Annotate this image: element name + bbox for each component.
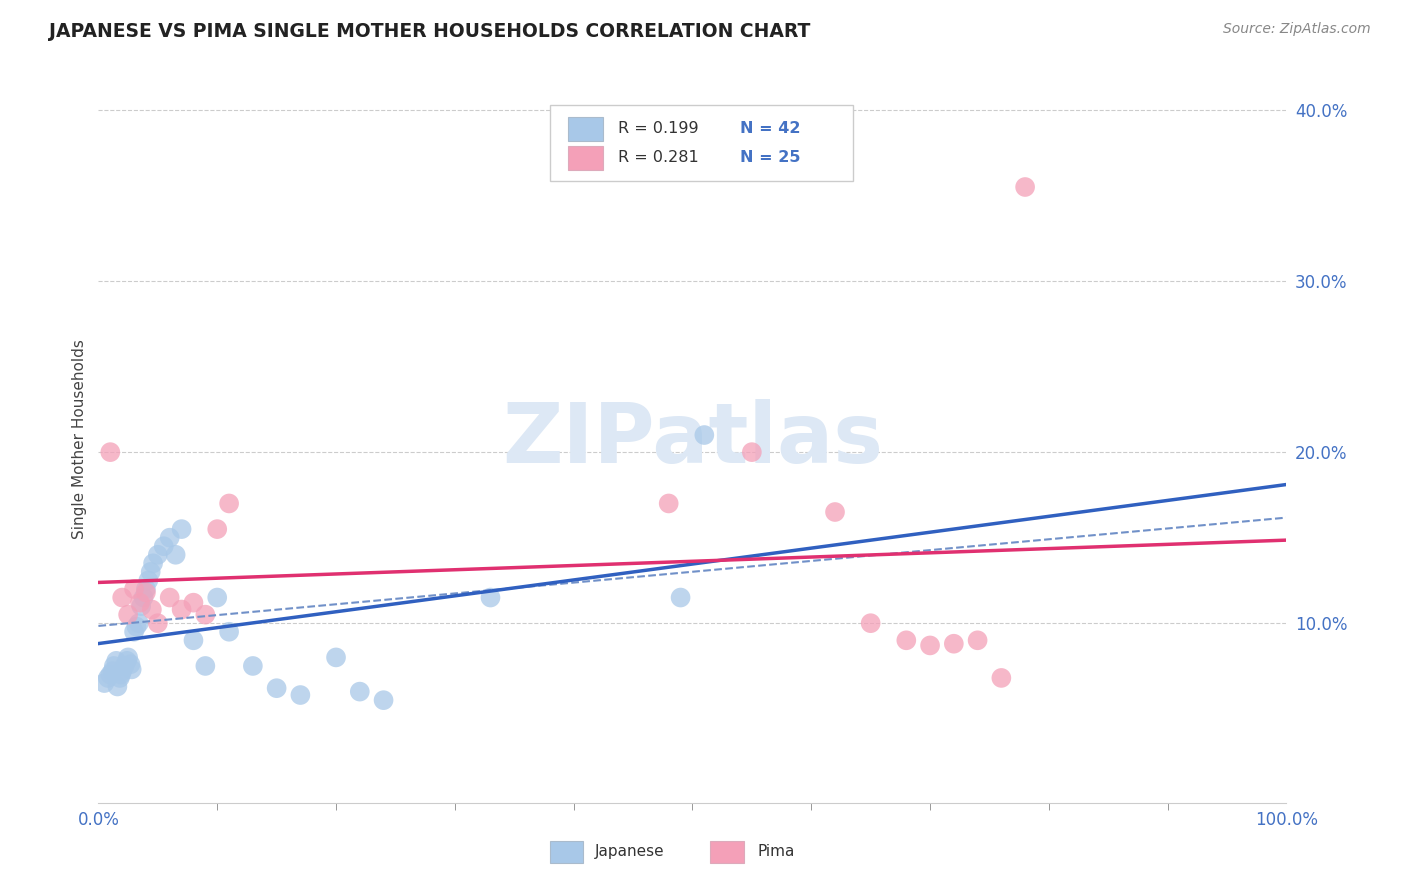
FancyBboxPatch shape [710, 841, 744, 863]
Point [146, 548, 169, 562]
Point [693, 428, 716, 442]
Point [290, 688, 312, 702]
Point [98, 667, 121, 681]
Point [152, 539, 174, 553]
Point [121, 662, 143, 676]
Point [117, 650, 139, 665]
Point [135, 582, 157, 596]
Point [114, 659, 136, 673]
Point [97, 671, 120, 685]
Point [170, 602, 193, 616]
Text: R = 0.199: R = 0.199 [617, 121, 699, 136]
Point [146, 616, 169, 631]
Point [132, 591, 155, 605]
Point [141, 602, 163, 616]
Point [658, 496, 681, 510]
Point [136, 574, 159, 588]
Point [170, 522, 193, 536]
Point [920, 639, 942, 653]
Point [117, 607, 139, 622]
Point [373, 693, 395, 707]
Point [183, 633, 205, 648]
Point [218, 496, 240, 510]
Point [98, 445, 121, 459]
Point [669, 591, 692, 605]
Point [129, 596, 152, 610]
Point [111, 664, 134, 678]
Text: R = 0.281: R = 0.281 [617, 151, 699, 166]
Text: Pima: Pima [758, 844, 796, 859]
Point [93, 676, 115, 690]
Text: Japanese: Japanese [595, 844, 665, 859]
Point [194, 659, 217, 673]
Text: ZIPatlas: ZIPatlas [502, 399, 883, 480]
Point [896, 633, 918, 648]
FancyBboxPatch shape [550, 841, 583, 863]
FancyBboxPatch shape [568, 117, 603, 141]
Point [115, 654, 138, 668]
Point [111, 591, 134, 605]
Text: Source: ZipAtlas.com: Source: ZipAtlas.com [1223, 22, 1371, 37]
Point [207, 591, 229, 605]
Point [1014, 180, 1036, 194]
Point [479, 591, 502, 605]
Point [110, 667, 132, 681]
Point [183, 596, 205, 610]
Point [105, 654, 128, 668]
Point [859, 616, 882, 631]
Point [139, 565, 162, 579]
Point [218, 624, 240, 639]
FancyBboxPatch shape [550, 105, 853, 181]
Point [101, 664, 124, 678]
Point [990, 671, 1012, 685]
Point [142, 557, 165, 571]
Point [966, 633, 988, 648]
Point [122, 582, 145, 596]
Point [207, 522, 229, 536]
Point [120, 657, 142, 672]
Point [165, 548, 187, 562]
Point [135, 585, 157, 599]
Text: JAPANESE VS PIMA SINGLE MOTHER HOUSEHOLDS CORRELATION CHART: JAPANESE VS PIMA SINGLE MOTHER HOUSEHOLD… [49, 22, 811, 41]
Point [103, 659, 125, 673]
Text: N = 25: N = 25 [740, 151, 800, 166]
Point [122, 624, 145, 639]
Point [125, 619, 148, 633]
Point [349, 684, 371, 698]
Point [266, 681, 288, 696]
Point [107, 680, 129, 694]
Point [159, 591, 181, 605]
Point [128, 616, 150, 631]
Point [129, 599, 152, 613]
Point [741, 445, 763, 459]
Point [194, 607, 217, 622]
Point [325, 650, 347, 665]
Y-axis label: Single Mother Households: Single Mother Households [72, 339, 87, 540]
Point [824, 505, 846, 519]
Point [159, 531, 181, 545]
Text: N = 42: N = 42 [740, 121, 800, 136]
Point [242, 659, 264, 673]
Point [942, 637, 965, 651]
FancyBboxPatch shape [568, 146, 603, 169]
Point [108, 671, 131, 685]
